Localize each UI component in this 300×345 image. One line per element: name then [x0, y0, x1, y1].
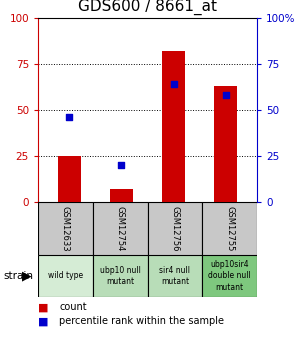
Bar — [38, 255, 93, 297]
Text: GSM12754: GSM12754 — [116, 206, 124, 251]
Bar — [58, 156, 81, 202]
Point — [119, 162, 124, 168]
Bar — [202, 202, 257, 255]
Text: percentile rank within the sample: percentile rank within the sample — [59, 316, 224, 326]
Text: count: count — [59, 302, 87, 312]
Text: ubp10 null
mutant: ubp10 null mutant — [100, 266, 141, 286]
Point — [171, 81, 176, 87]
Bar — [148, 255, 202, 297]
Text: GSM12755: GSM12755 — [225, 206, 234, 251]
Point — [223, 92, 228, 98]
Text: GSM12756: GSM12756 — [170, 206, 179, 251]
Text: ■: ■ — [38, 316, 49, 326]
Bar — [93, 202, 148, 255]
Text: ▶: ▶ — [22, 269, 31, 283]
Text: GSM12633: GSM12633 — [61, 206, 70, 251]
Text: sir4 null
mutant: sir4 null mutant — [159, 266, 190, 286]
Title: GDS600 / 8661_at: GDS600 / 8661_at — [78, 0, 217, 15]
Text: strain: strain — [3, 271, 33, 281]
Bar — [93, 255, 148, 297]
Bar — [214, 86, 237, 202]
Bar — [148, 202, 202, 255]
Bar — [162, 51, 185, 202]
Bar — [38, 202, 93, 255]
Bar — [202, 255, 257, 297]
Bar — [110, 189, 133, 202]
Text: wild type: wild type — [48, 272, 83, 280]
Text: ubp10sir4
double null
mutant: ubp10sir4 double null mutant — [208, 260, 251, 292]
Text: ■: ■ — [38, 302, 49, 312]
Point — [67, 115, 72, 120]
